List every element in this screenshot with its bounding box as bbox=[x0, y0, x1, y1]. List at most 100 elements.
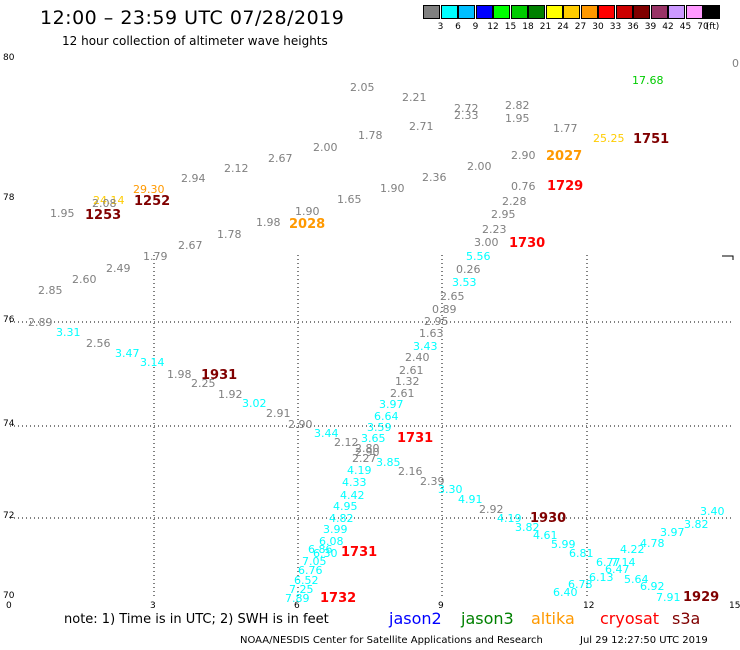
wave-height-value: 2.80 bbox=[355, 442, 380, 455]
track-id-label: 1731 bbox=[397, 431, 433, 446]
wave-height-value: 3.02 bbox=[242, 397, 267, 410]
wave-height-value: 3.85 bbox=[376, 456, 401, 469]
wave-height-value: 2.95 bbox=[424, 315, 449, 328]
wave-height-value: 2.90 bbox=[355, 446, 380, 459]
wave-height-value: 6.92 bbox=[640, 580, 665, 593]
color-scale-swatch bbox=[668, 5, 685, 19]
wave-height-value: 2.91 bbox=[266, 407, 291, 420]
color-scale-tick: 21 bbox=[539, 22, 552, 32]
track-id-label: 1252 bbox=[134, 194, 170, 209]
wave-height-value: 5.64 bbox=[624, 573, 649, 586]
wave-height-value: 2.21 bbox=[402, 91, 427, 104]
latitude-label: 76 bbox=[3, 315, 15, 325]
satellite-legend-cryosat: cryosat bbox=[600, 609, 660, 628]
wave-height-value: 3.97 bbox=[660, 526, 685, 539]
color-scale-swatch bbox=[440, 5, 458, 19]
track-id-label: 1253 bbox=[85, 208, 121, 223]
wave-height-value: 2.61 bbox=[399, 364, 424, 377]
track-id-label: 2027 bbox=[546, 149, 582, 164]
wave-height-value: 3.47 bbox=[115, 347, 140, 360]
wave-height-value: 0.26 bbox=[456, 263, 481, 276]
wave-height-value: 6.78 bbox=[568, 578, 593, 591]
wave-height-value: 6.47 bbox=[605, 563, 630, 576]
wave-height-value: 2.94 bbox=[181, 172, 206, 185]
color-scale-swatch bbox=[615, 5, 633, 19]
color-scale-swatch bbox=[458, 5, 475, 19]
wave-height-value: 2.65 bbox=[440, 290, 465, 303]
wave-height-value: 6.76 bbox=[298, 564, 323, 577]
wave-height-value: 2.39 bbox=[420, 475, 445, 488]
wave-height-value: 2.36 bbox=[422, 171, 447, 184]
wave-height-value: 0.89 bbox=[432, 303, 457, 316]
wave-height-value: 4.19 bbox=[497, 512, 522, 525]
satellite-legend-jason3: jason3 bbox=[461, 609, 514, 628]
color-scale-tick: 30 bbox=[592, 22, 604, 32]
wave-height-value: 2.72 bbox=[454, 102, 479, 115]
wave-height-value: 4.91 bbox=[458, 493, 483, 506]
color-scale-swatch bbox=[650, 5, 668, 19]
wave-height-value: 0.76 bbox=[511, 180, 536, 193]
latitude-label: 78 bbox=[3, 193, 15, 203]
wave-height-value: 1.65 bbox=[337, 193, 362, 206]
wave-height-value: 2.00 bbox=[467, 160, 492, 173]
wave-height-value: 7.91 bbox=[656, 591, 681, 604]
track-id-label: 2028 bbox=[289, 217, 325, 232]
page-title: 12:00 – 23:59 UTC 07/28/2019 bbox=[40, 7, 345, 29]
wave-height-value: 29.30 bbox=[133, 183, 165, 196]
longitude-label: 12 bbox=[583, 601, 594, 611]
wave-height-labels: 2.052.212.722.332.821.951.772.711.782.00… bbox=[28, 57, 740, 605]
wave-height-value: 2.82 bbox=[505, 99, 530, 112]
satellite-legend-jason2: jason2 bbox=[389, 609, 442, 628]
wave-height-value: 1.32 bbox=[395, 375, 420, 388]
color-scale-tick: 39 bbox=[644, 22, 657, 32]
color-scale-swatch bbox=[703, 5, 720, 19]
wave-height-value: 4.82 bbox=[329, 512, 354, 525]
wave-height-value: 3.31 bbox=[56, 326, 81, 339]
color-scale-tick: 3 bbox=[437, 22, 444, 32]
track-id-label: 1729 bbox=[547, 179, 583, 194]
latitude-label: 74 bbox=[3, 419, 15, 429]
wave-height-value: 4.61 bbox=[533, 529, 558, 542]
wave-height-value: 6.30 bbox=[313, 547, 338, 560]
wave-height-value: 2.40 bbox=[405, 351, 430, 364]
wave-height-value: 2.95 bbox=[491, 208, 516, 221]
wave-height-value: 1.90 bbox=[380, 182, 405, 195]
wave-height-value: 1.92 bbox=[218, 388, 243, 401]
color-scale-tick: 15 bbox=[504, 22, 517, 32]
track-id-label: 1930 bbox=[530, 511, 566, 526]
color-scale-tick: 33 bbox=[609, 22, 622, 32]
wave-height-value: 3.43 bbox=[413, 340, 438, 353]
color-scale-tick: 6 bbox=[455, 22, 461, 32]
wave-height-value: 3.99 bbox=[323, 523, 348, 536]
wave-height-value: 2.90 bbox=[288, 418, 313, 431]
longitude-label: 6 bbox=[294, 601, 300, 611]
wave-height-value: 4.42 bbox=[340, 489, 365, 502]
color-scale-swatch bbox=[545, 5, 563, 19]
wave-height-value: 3.82 bbox=[515, 521, 540, 534]
wave-height-value: 6.81 bbox=[569, 547, 594, 560]
wave-height-value: 3.97 bbox=[379, 398, 404, 411]
generated-timestamp: Jul 29 12:27:50 UTC 2019 bbox=[580, 635, 708, 646]
color-scale-tick: (ft) bbox=[705, 22, 720, 32]
wave-height-value: 4.33 bbox=[342, 476, 367, 489]
wave-height-value: 7.05 bbox=[302, 555, 327, 568]
wave-height-value: 3.44 bbox=[314, 427, 339, 440]
color-scale-tick: 24 bbox=[557, 22, 569, 32]
color-scale-swatch bbox=[685, 5, 703, 19]
wave-height-value: 3.14 bbox=[140, 356, 165, 369]
wave-height-value: 3.65 bbox=[361, 432, 386, 445]
longitude-label: 15 bbox=[729, 601, 740, 611]
latitude-label: 80 bbox=[3, 53, 15, 63]
wave-height-value: 1.79 bbox=[143, 250, 168, 263]
wave-height-value: 1.63 bbox=[419, 327, 444, 340]
longitude-label: 3 bbox=[150, 601, 156, 611]
map-corner-mark bbox=[722, 255, 734, 260]
wave-height-value: 4.95 bbox=[333, 500, 358, 513]
color-scale-swatch bbox=[493, 5, 510, 19]
track-id-label: 1732 bbox=[320, 591, 356, 606]
color-scale-swatch bbox=[563, 5, 580, 19]
wave-height-value: 2.67 bbox=[178, 239, 203, 252]
color-scale-swatch bbox=[598, 5, 615, 19]
wave-height-value: 2.28 bbox=[502, 195, 527, 208]
track-id-labels: 1751 2027 1729 1730 1252 1253 2028 1931 1731 1930… bbox=[85, 132, 719, 606]
